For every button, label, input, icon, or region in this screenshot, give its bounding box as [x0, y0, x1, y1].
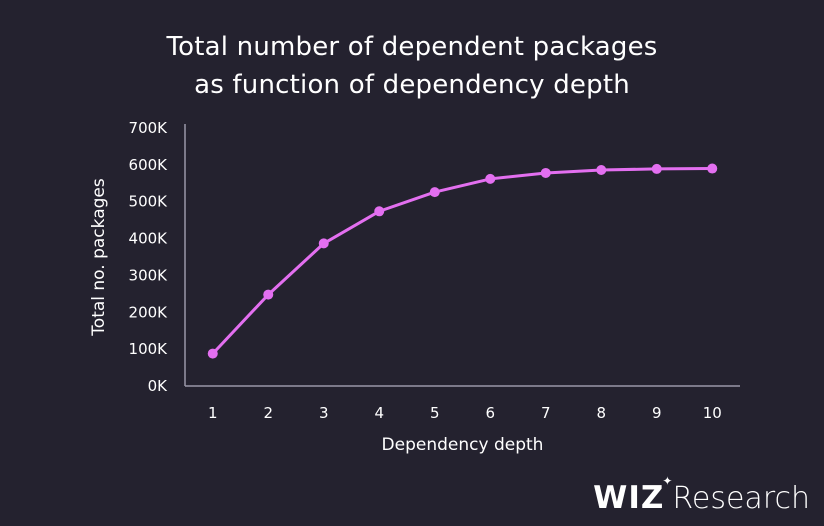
data-point — [707, 163, 718, 174]
y-tick-label: 500K — [129, 193, 169, 211]
chart-title: Total number of dependent packages as fu… — [0, 28, 824, 104]
x-tick-label: 1 — [208, 404, 218, 422]
x-tick-label: 8 — [596, 404, 606, 422]
y-tick-label: 300K — [129, 266, 169, 284]
data-point — [207, 348, 218, 359]
x-tick-label: 7 — [541, 404, 551, 422]
y-axis-label: Total no. packages — [89, 178, 109, 337]
sparkle-icon: ✦ — [662, 474, 674, 488]
y-tick-label: 700K — [129, 119, 169, 137]
series-line — [211, 167, 713, 355]
data-point — [429, 187, 440, 198]
y-tick-label: 0K — [148, 377, 169, 395]
series-points — [207, 163, 718, 359]
data-point — [263, 289, 274, 300]
chart-title-line-2: as function of dependency depth — [194, 70, 630, 100]
x-tick-label: 6 — [485, 404, 495, 422]
y-tick-label: 100K — [129, 340, 169, 358]
x-tick-label: 2 — [263, 404, 273, 422]
chart-title-line-1: Total number of dependent packages — [166, 32, 658, 62]
wiz-logo-text: WIZ — [593, 480, 665, 516]
brand-research-text: Research — [672, 481, 810, 516]
x-tick-label: 10 — [703, 404, 722, 422]
chart-axes — [184, 124, 740, 387]
x-tick-label: 4 — [374, 404, 384, 422]
x-axis-label: Dependency depth — [382, 435, 544, 455]
data-point — [318, 238, 329, 249]
brand-logo: WIZ ✦ Research — [593, 474, 810, 516]
data-point — [540, 167, 551, 178]
x-tick-label: 9 — [652, 404, 662, 422]
data-point — [596, 165, 607, 176]
x-tick-label: 3 — [319, 404, 329, 422]
y-tick-label: 600K — [129, 156, 169, 174]
x-axis-ticks: 1 2 3 4 5 6 7 8 9 10 — [208, 404, 722, 422]
data-point — [374, 206, 385, 217]
y-tick-label: 400K — [129, 230, 169, 248]
y-axis-ticks: 0K 100K 200K 300K 400K 500K 600K 700K — [129, 119, 169, 395]
x-tick-label: 5 — [430, 404, 440, 422]
data-point — [651, 163, 662, 174]
wiz-logo: WIZ ✦ — [593, 474, 672, 516]
y-tick-label: 200K — [129, 303, 169, 321]
data-point — [485, 173, 496, 184]
